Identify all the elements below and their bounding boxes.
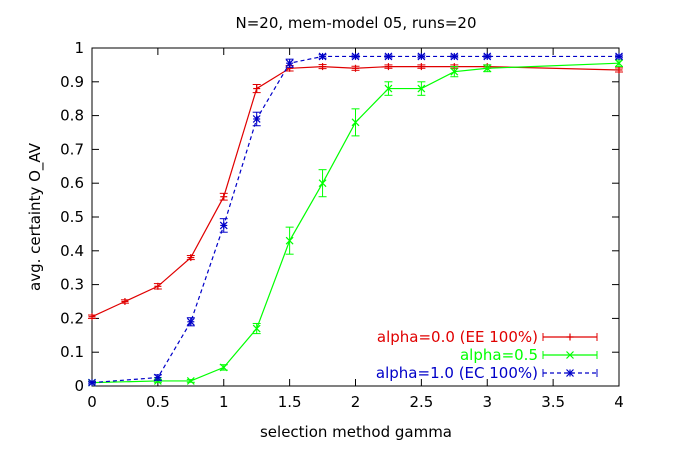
legend-label: alpha=1.0 (EC 100%) (376, 364, 538, 382)
y-tick-label: 0.5 (60, 208, 84, 226)
data-point (417, 52, 426, 61)
data-point (483, 64, 492, 73)
data-point (252, 324, 261, 333)
data-point (384, 84, 393, 93)
legend-label: alpha=0.5 (460, 346, 538, 364)
y-tick-label: 0.6 (60, 174, 84, 192)
data-point (417, 84, 426, 93)
data-point (615, 52, 623, 61)
data-point (318, 179, 327, 188)
series-line (91, 65, 620, 318)
y-tick-label: 0.7 (60, 140, 84, 158)
y-tick-label: 0.2 (60, 309, 84, 327)
legend-marker (566, 369, 574, 377)
y-tick-label: 0 (74, 377, 84, 395)
x-tick-label: 2.5 (409, 393, 433, 411)
y-tick-label: 1 (74, 39, 84, 57)
data-point (384, 52, 393, 61)
data-point (450, 52, 459, 61)
y-axis-label: avg. certainty O_AV (26, 142, 45, 291)
data-point (351, 118, 360, 127)
x-tick-label: 3.5 (541, 393, 565, 411)
series-layer (88, 52, 623, 387)
data-point (318, 52, 327, 61)
data-point (351, 52, 360, 61)
data-point (186, 317, 195, 326)
legend-label: alpha=0.0 (EE 100%) (377, 328, 538, 346)
series-0 (88, 63, 623, 321)
series-line (91, 55, 619, 384)
data-point (483, 52, 492, 61)
x-axis-label: selection method gamma (260, 423, 452, 441)
data-point (450, 67, 459, 76)
series-1 (88, 59, 623, 387)
x-tick-label: 0 (87, 393, 97, 411)
data-point (153, 373, 162, 382)
y-tick-label: 0.3 (60, 276, 84, 294)
data-point (186, 377, 195, 385)
data-point (88, 378, 96, 387)
plot-frame (91, 47, 620, 387)
data-point (285, 236, 294, 245)
x-tick-label: 3 (482, 393, 492, 411)
x-tick-label: 4 (614, 393, 624, 411)
legend-marker (566, 351, 574, 359)
x-tick-label: 0.5 (146, 393, 170, 411)
x-tick-label: 1.5 (278, 393, 302, 411)
chart-title: N=20, mem-model 05, runs=20 (235, 14, 476, 32)
data-point (252, 115, 261, 123)
y-tick-label: 0.4 (60, 242, 84, 260)
axes: 0 0.5 1 1.5 2 2.5 3 3.5 4 0 0.1 0.2 0.3 0.4 0.5 0.6 0.7 0… (60, 39, 624, 411)
y-tick-label: 0.9 (60, 73, 84, 91)
y-tick-label: 0.1 (60, 343, 84, 361)
data-point (219, 363, 228, 372)
data-point (285, 59, 294, 68)
data-point (219, 221, 228, 230)
series-2 (88, 52, 623, 387)
data-point (615, 59, 623, 68)
y-tick-label: 0.8 (60, 107, 84, 125)
x-tick-label: 1 (219, 393, 229, 411)
x-tick-label: 2 (351, 393, 361, 411)
